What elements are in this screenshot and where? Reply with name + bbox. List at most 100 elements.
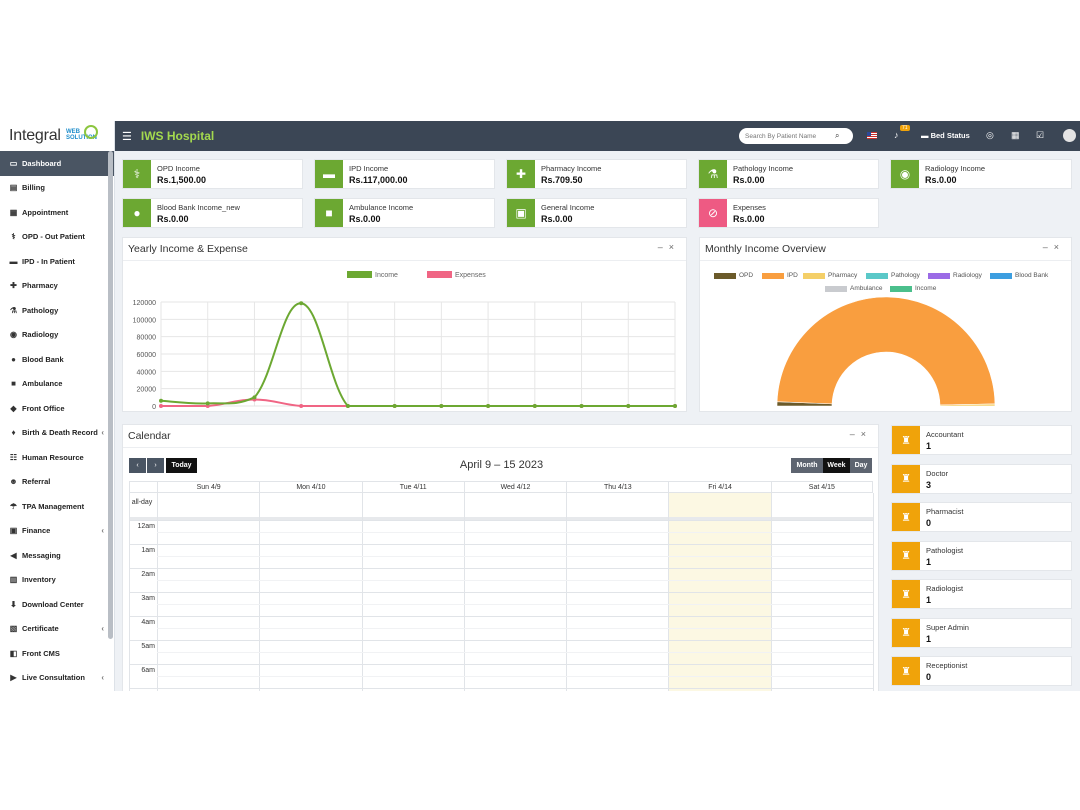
logo-badge-icon	[84, 125, 98, 139]
sidebar-item-dashboard[interactable]: ▭ Dashboard	[0, 151, 114, 176]
panel-controls[interactable]: –×	[657, 242, 680, 252]
income-card-opd-income[interactable]: ⚕ OPD Income Rs.1,500.00	[122, 159, 303, 189]
patient-search[interactable]: ⌕	[739, 128, 853, 144]
sidebar-item-opd-out-patient[interactable]: ⚕ OPD - Out Patient	[0, 225, 114, 250]
income-card-pathology-income[interactable]: ⚗ Pathology Income Rs.0.00	[698, 159, 879, 189]
day-header[interactable]: Sat 4/15	[770, 481, 873, 493]
sidebar-item-front-cms[interactable]: ◧ Front CMS	[0, 641, 114, 666]
users-icon: ☻	[9, 477, 18, 487]
income-card-ambulance-income[interactable]: ■ Ambulance Income Rs.0.00	[314, 198, 495, 228]
pie-legend-item[interactable]: OPD	[714, 272, 753, 279]
monthly-income-overview-panel: Monthly Income Overview –× OPD IPD Pharmac…	[699, 237, 1072, 412]
income-card-label: Pharmacy Income	[541, 164, 602, 173]
sidebar-item-certificate[interactable]: ▧ Certificate ‹	[0, 617, 114, 642]
pie-legend-item[interactable]: Ambulance	[825, 285, 883, 292]
time-label: 5am	[141, 643, 155, 650]
chevron-left-icon: ‹	[101, 526, 104, 536]
day-header[interactable]: Sun 4/9	[157, 481, 260, 493]
pie-legend-item[interactable]: Pathology	[866, 272, 920, 279]
staff-card-super-admin[interactable]: ♜ Super Admin 1	[891, 617, 1072, 648]
today-button[interactable]: Today	[166, 458, 197, 473]
view-month-button[interactable]: Month	[791, 458, 823, 473]
y-tick-label: 100000	[133, 317, 156, 324]
income-card-general-income[interactable]: ▣ General Income Rs.0.00	[506, 198, 687, 228]
sidebar-item-inventory[interactable]: ▥ Inventory	[0, 568, 114, 593]
menu-toggle-icon[interactable]: ☰	[122, 130, 132, 143]
data-point-income	[579, 404, 584, 408]
sidebar-item-ambulance[interactable]: ■ Ambulance	[0, 372, 114, 397]
half-hour-line	[157, 580, 873, 581]
prev-week-button[interactable]: ‹	[129, 458, 146, 473]
sidebar-item-birth-death-record[interactable]: ♦ Birth & Death Record ‹	[0, 421, 114, 446]
income-card-ipd-income[interactable]: ▬ IPD Income Rs.117,000.00	[314, 159, 495, 189]
sidebar-item-appointment[interactable]: ▦ Appointment	[0, 200, 114, 225]
sidebar-item-label: Birth & Death Record	[22, 428, 98, 438]
user-role-icon: ♜	[892, 464, 920, 493]
yearly-line-chart: Income Expenses 0 20000 40000 60000 80000 10000…	[133, 271, 677, 411]
logo[interactable]: Integral WEB SOLUTION	[0, 121, 114, 151]
sidebar-item-radiology[interactable]: ◉ Radiology	[0, 323, 114, 348]
sidebar-item-human-resource[interactable]: ☷ Human Resource	[0, 445, 114, 470]
sidebar-item-label: Pharmacy	[22, 281, 58, 291]
day-header[interactable]: Fri 4/14	[668, 481, 771, 493]
staff-role-label: Pathologist	[926, 545, 964, 555]
income-card-pharmacy-income[interactable]: ✚ Pharmacy Income Rs.709.50	[506, 159, 687, 189]
sidebar-item-download-center[interactable]: ⬇ Download Center	[0, 592, 114, 617]
staff-card-receptionist[interactable]: ♜ Receptionist 0	[891, 656, 1072, 686]
next-week-button[interactable]: ›	[147, 458, 164, 473]
sidebar-item-front-office[interactable]: ◆ Front Office	[0, 396, 114, 421]
series-line-income	[160, 302, 675, 407]
sidebar-item-pharmacy[interactable]: ✚ Pharmacy	[0, 274, 114, 299]
inventory-icon: ▥	[9, 575, 18, 585]
bell-icon[interactable]: ♪	[894, 130, 899, 140]
staff-card-radiologist[interactable]: ♜ Radiologist 1	[891, 579, 1072, 609]
pie-legend-item[interactable]: Radiology	[928, 272, 982, 279]
whatsapp-icon[interactable]: ◎	[986, 130, 994, 140]
panel-controls[interactable]: –×	[1042, 242, 1065, 252]
sidebar-item-messaging[interactable]: ◀ Messaging	[0, 543, 114, 568]
y-tick-label: 120000	[133, 300, 156, 307]
sidebar-item-tpa-management[interactable]: ☂ TPA Management	[0, 494, 114, 519]
language-flag-icon[interactable]	[867, 132, 877, 139]
income-card-radiology-income[interactable]: ◉ Radiology Income Rs.0.00	[890, 159, 1072, 189]
ambulance-icon: ■	[11, 379, 16, 389]
day-header[interactable]: Thu 4/13	[566, 481, 669, 493]
pie-legend-item[interactable]: IPD	[762, 272, 798, 279]
pie-legend-item[interactable]: Pharmacy	[803, 272, 857, 279]
search-icon[interactable]: ⌕	[835, 131, 840, 140]
income-card-blood-bank-income-new[interactable]: ● Blood Bank Income_new Rs.0.00	[122, 198, 303, 228]
bed-icon: ▬	[315, 160, 343, 188]
calendar-icon[interactable]: ▦	[1011, 130, 1020, 140]
y-tick-label: 40000	[137, 369, 157, 376]
task-check-icon[interactable]: ☑	[1036, 130, 1045, 140]
time-row-line	[129, 688, 873, 689]
view-week-button[interactable]: Week	[823, 458, 850, 473]
search-input[interactable]	[745, 132, 835, 140]
day-header[interactable]: Tue 4/11	[361, 481, 464, 493]
time-row-line	[129, 568, 873, 569]
sidebar-item-billing[interactable]: ▤ Billing	[0, 176, 114, 201]
staff-count: 1	[926, 441, 932, 451]
staff-card-accountant[interactable]: ♜ Accountant 1	[891, 425, 1072, 455]
day-header[interactable]: Wed 4/12	[463, 481, 567, 493]
data-point-income	[159, 398, 163, 403]
sidebar-item-live-consultation[interactable]: ▶ Live Consultation ‹	[0, 666, 114, 691]
sidebar-item-blood-bank[interactable]: ● Blood Bank	[0, 347, 114, 372]
sidebar-item-finance[interactable]: ▣ Finance ‹	[0, 519, 114, 544]
bed-status-button[interactable]: ▬ Bed Status	[921, 131, 970, 140]
pie-legend-item[interactable]: Blood Bank	[990, 272, 1048, 279]
staff-card-pathologist[interactable]: ♜ Pathologist 1	[891, 540, 1072, 571]
pie-legend-item[interactable]: Income	[890, 285, 936, 292]
sidebar-item-referral[interactable]: ☻ Referral	[0, 470, 114, 495]
sidebar-scrollbar[interactable]	[108, 151, 113, 639]
front-office-icon: ◆	[10, 403, 17, 413]
staff-card-doctor[interactable]: ♜ Doctor 3	[891, 463, 1072, 494]
staff-card-pharmacist[interactable]: ♜ Pharmacist 0	[891, 502, 1072, 532]
day-header[interactable]: Mon 4/10	[259, 481, 362, 493]
sidebar-item-ipd-in-patient[interactable]: ▬ IPD - In Patient	[0, 249, 114, 274]
panel-controls[interactable]: –×	[849, 429, 872, 439]
income-card-expenses[interactable]: ⊘ Expenses Rs.0.00	[698, 198, 879, 228]
view-day-button[interactable]: Day	[850, 458, 872, 473]
sidebar-item-pathology[interactable]: ⚗ Pathology	[0, 298, 114, 323]
avatar[interactable]	[1063, 129, 1076, 142]
